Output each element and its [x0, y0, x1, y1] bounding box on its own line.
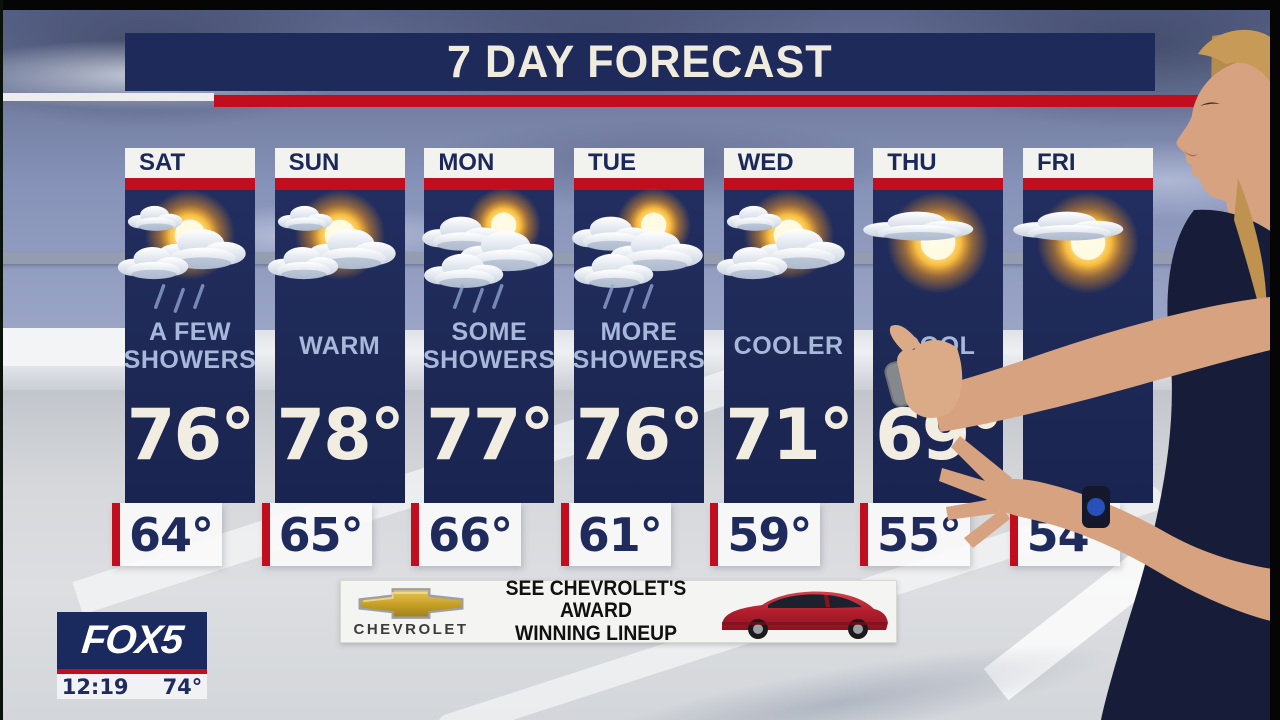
- day-label: WED: [723, 148, 854, 178]
- ad-headline-line1: SEE CHEVROLET'S AWARD: [505, 576, 687, 623]
- low-temp-accent: [261, 503, 270, 566]
- weather-icon: [422, 187, 554, 313]
- forecast-day-column: WED COOLER 71°: [716, 148, 854, 503]
- high-temp-value: 78°: [276, 393, 404, 476]
- day-label: FRI: [1022, 148, 1153, 178]
- forecast-title-bar: 7 DAY FORECAST: [125, 33, 1155, 91]
- low-temp-value: 65°: [269, 503, 372, 566]
- page-title: 7 DAY FORECAST: [447, 36, 833, 87]
- red-suv-icon: [722, 591, 888, 639]
- condition-label: MORE SHOWERS: [572, 318, 706, 374]
- condition-label: SOME SHOWERS: [422, 318, 556, 374]
- presenter-watch: [1082, 486, 1110, 528]
- high-temp-value: 76°: [575, 393, 704, 476]
- weather-presenter: [884, 29, 1280, 720]
- ad-banner: CHEVROLET SEE CHEVROLET'S AWARD WINNING …: [340, 576, 897, 646]
- chevrolet-logo: CHEVROLET: [341, 586, 481, 638]
- day-header-accent: [424, 178, 555, 190]
- studio-beam: [0, 328, 128, 366]
- day-panel: COOLER 71°: [716, 189, 854, 503]
- low-temp-value: 66°: [419, 503, 522, 566]
- station-logo-text: FOX5: [79, 618, 185, 662]
- day-header-accent: [125, 178, 255, 190]
- day-label: SAT: [125, 148, 255, 178]
- day-header-accent: [723, 178, 854, 190]
- day-label: TUE: [573, 148, 704, 178]
- condition-label: WARM: [299, 332, 381, 360]
- ad-car-image: [711, 584, 896, 640]
- day-header-accent: [1022, 178, 1153, 190]
- forecast-day-column: TUE MORE SHOWERS 76°: [572, 148, 706, 503]
- low-temp-box: 59°: [710, 503, 821, 566]
- low-temp-box: 66°: [411, 503, 522, 566]
- day-panel: MORE SHOWERS 76°: [572, 187, 706, 503]
- station-bug-info: 12:19 74°: [57, 674, 207, 699]
- title-underline-red: [214, 95, 1272, 107]
- low-temp-value: 59°: [718, 503, 821, 566]
- weather-icon: [863, 190, 1003, 310]
- weather-icon: [1013, 190, 1153, 310]
- day-panel: A FEW SHOWERS 76°: [117, 189, 257, 503]
- low-temp-accent: [112, 503, 120, 566]
- weather-icon: [572, 187, 704, 313]
- station-bug-accent: [57, 669, 207, 674]
- day-label: MON: [424, 148, 555, 178]
- day-panel: SOME SHOWERS 77°: [422, 187, 556, 503]
- weather-icon: [267, 189, 405, 310]
- low-temp-accent: [1009, 503, 1018, 566]
- letterbox-left: [0, 0, 3, 720]
- title-underline-white: [0, 93, 214, 101]
- low-temp-box: 64°: [112, 503, 222, 566]
- condition-label: COOLER: [733, 332, 844, 360]
- letterbox-top: [0, 0, 1280, 10]
- low-temp-accent: [710, 503, 719, 566]
- day-header-accent: [873, 178, 1004, 190]
- current-temperature: 74°: [162, 674, 203, 699]
- low-temp-box: 61°: [560, 503, 671, 566]
- low-temp-accent: [560, 503, 569, 566]
- high-temp-value: 76°: [126, 393, 255, 476]
- day-label: SUN: [274, 148, 405, 178]
- high-temp-value: 77°: [426, 393, 554, 476]
- letterbox-right: [1270, 0, 1280, 720]
- weather-icon: [716, 189, 854, 310]
- current-time: 12:19: [61, 674, 129, 699]
- ad-headline-line2: WINNING LINEUP: [514, 621, 678, 645]
- low-temp-accent: [860, 503, 868, 566]
- forecast-day-column: SAT A FEW SHOWERS 76°: [117, 148, 257, 503]
- forecast-day-column: SUN WARM 78°: [267, 148, 405, 503]
- low-temp-box: 65°: [261, 503, 372, 566]
- station-logo: FOX5: [57, 612, 207, 669]
- station-bug: FOX5 12:19 74°: [57, 612, 207, 699]
- low-temp-value: 55°: [868, 503, 970, 566]
- low-temp-accent: [411, 503, 420, 566]
- weather-icon: [117, 189, 255, 313]
- day-header-accent: [573, 178, 704, 190]
- forecast-day-column: FRI: [1013, 148, 1153, 503]
- day-panel: WARM 78°: [267, 189, 405, 503]
- low-temp-box: 55°: [860, 503, 970, 566]
- high-temp-value: 71°: [725, 393, 853, 476]
- chevrolet-wordmark: CHEVROLET: [353, 620, 469, 638]
- low-temp-value: 64°: [120, 503, 222, 566]
- day-header-accent: [274, 178, 405, 190]
- low-temp-value: 61°: [568, 503, 671, 566]
- chevrolet-bowtie-icon: [358, 587, 464, 619]
- ad-headline: SEE CHEVROLET'S AWARD WINNING LINEUP: [490, 576, 702, 646]
- forecast-day-column: MON SOME SHOWERS 77°: [422, 148, 556, 503]
- condition-label: A FEW SHOWERS: [123, 318, 257, 374]
- day-label: THU: [873, 148, 1004, 178]
